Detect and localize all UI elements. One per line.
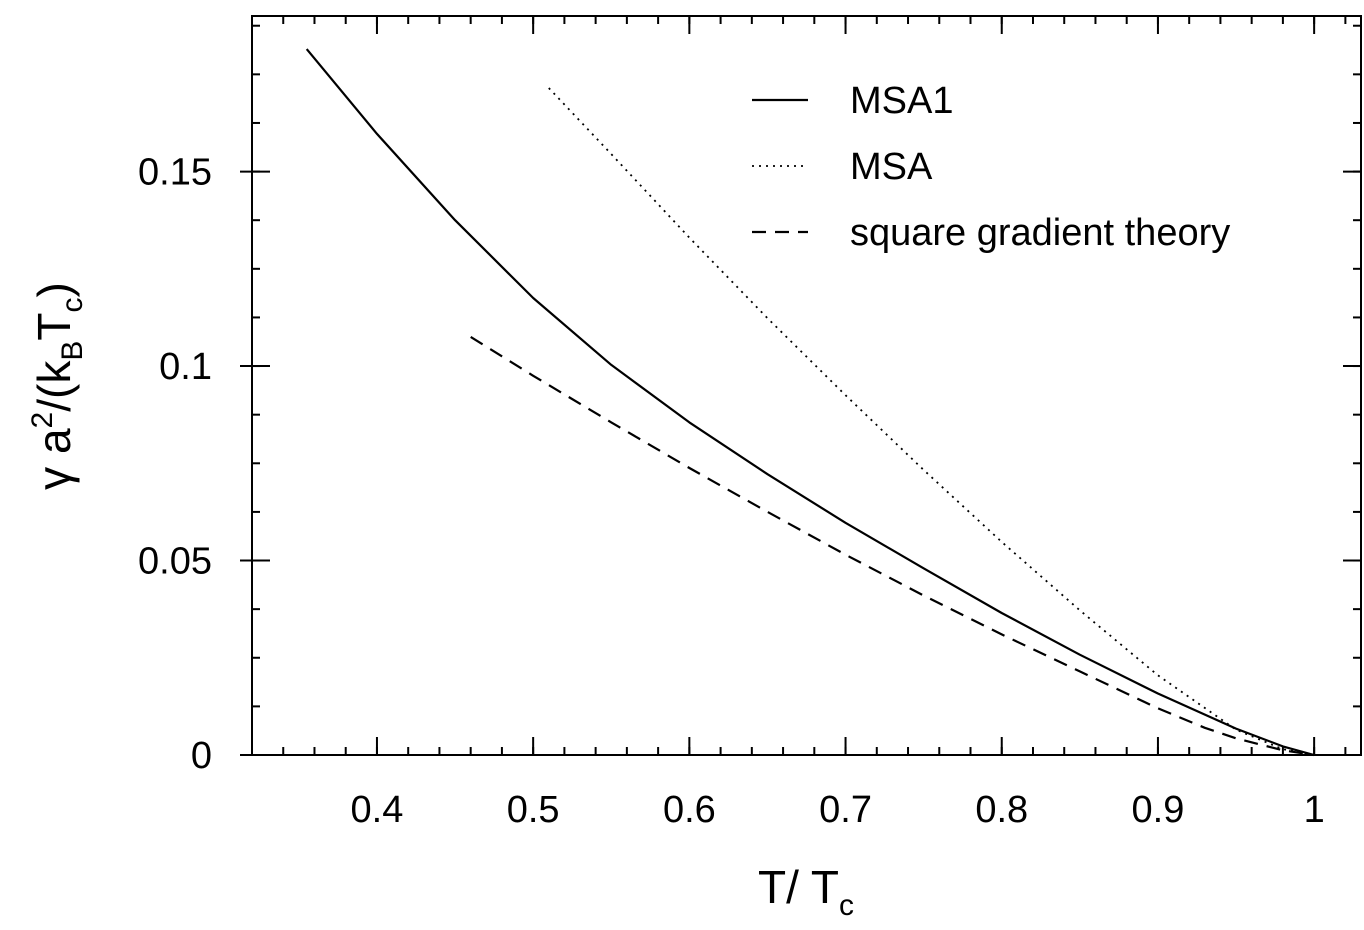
plot-series: [305, 48, 1315, 757]
axis-ticks: [240, 16, 1361, 756]
legend: MSA1 MSA square gradient theory: [752, 80, 1230, 254]
series-line-square-gradient-theory: [470, 335, 1315, 757]
series-line-msa1: [305, 48, 1315, 757]
x-axis-label: T/ Tc: [758, 861, 854, 922]
plot-frame: [251, 15, 1362, 756]
tick-labels: 0.4 0.5 0.6 0.7 0.8 0.9 1 0 0.05 0.1 0.15: [138, 152, 1325, 831]
y-tick-label: 0.15: [138, 152, 212, 194]
x-tick-label: 0.8: [975, 789, 1028, 831]
y-tick-label: 0.05: [138, 541, 212, 583]
legend-label: MSA1: [850, 80, 953, 122]
x-tick-label: 0.9: [1132, 789, 1185, 831]
series-line-msa: [548, 87, 1315, 756]
x-tick-label: 1: [1304, 789, 1325, 831]
y-tick-label: 0: [191, 735, 212, 777]
x-tick-label: 0.5: [507, 789, 560, 831]
y-tick-label: 0.1: [159, 346, 212, 388]
x-tick-label: 0.4: [351, 789, 404, 831]
legend-label: MSA: [850, 146, 933, 188]
legend-label: square gradient theory: [850, 212, 1230, 254]
x-tick-label: 0.7: [819, 789, 872, 831]
x-tick-label: 0.6: [663, 789, 716, 831]
y-axis-label: γ a2/(kBTc): [26, 282, 89, 490]
